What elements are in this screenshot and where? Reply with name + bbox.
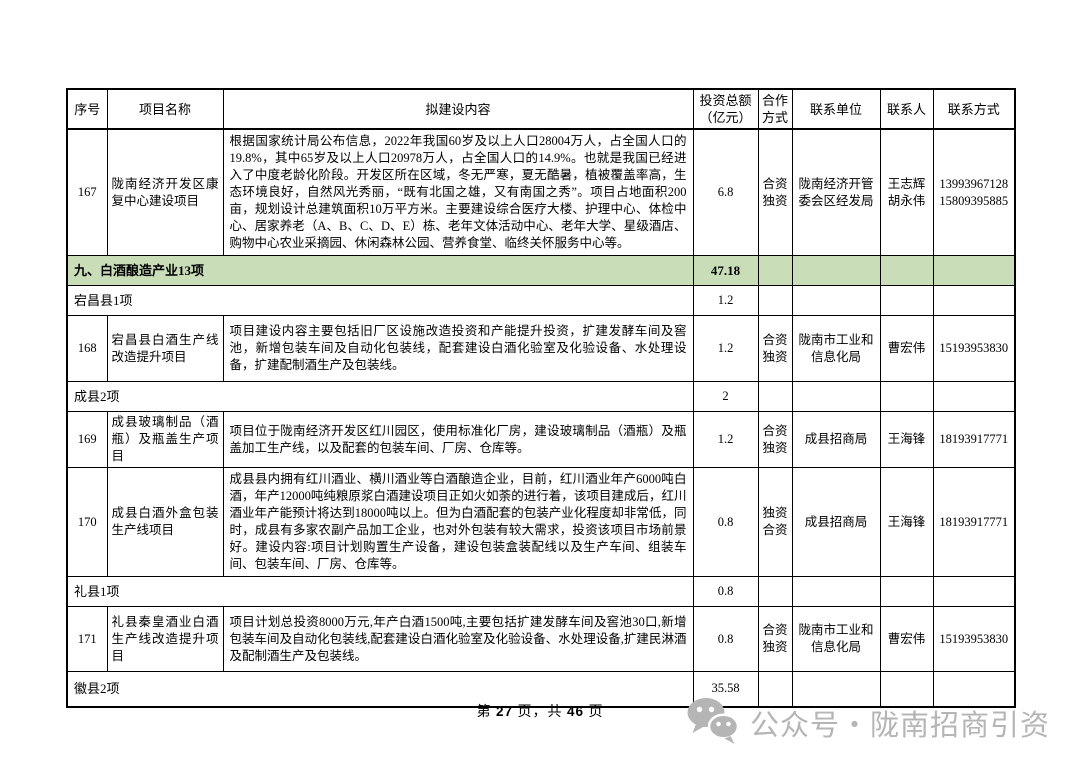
cell-content: 项目建设内容主要包括旧厂区设施改造投资和产能提升投资，扩建发酵车间及窖池，新增包… <box>222 315 694 382</box>
cell-unit: 成县招商局 <box>791 467 881 577</box>
page-number-info: 第 27 页，共 46 页 <box>0 701 1080 721</box>
cell-phone <box>932 576 1016 607</box>
cell-unit: 陇南市工业和信息化局 <box>791 315 881 382</box>
header-cell-no: 序号 <box>66 88 108 130</box>
cell-content: 项目位于陇南经济开发区红川园区，使用标准化厂房，建设玻璃制品（酒瓶）及瓶盖加工生… <box>222 411 694 468</box>
header-cell-name: 项目名称 <box>106 88 224 130</box>
cell-no: 168 <box>66 315 108 382</box>
cell-contact <box>879 255 934 286</box>
subsection-title: 徽县2项 <box>66 671 694 707</box>
cell-project-name: 陇南经济开发区康复中心建设项目 <box>106 128 224 256</box>
cell-coop <box>757 576 793 607</box>
cell-unit: 陇南经济开管委会区经发局 <box>791 128 881 256</box>
total-page-number: 46 <box>567 704 585 719</box>
cell-project-name: 成县玻璃制品（酒瓶）及瓶盖生产项目 <box>106 411 224 468</box>
subsection-row-lixian: 礼县1项 0.8 <box>66 576 1016 607</box>
page-info-middle: 页，共 <box>517 705 563 720</box>
cell-investment: 47.18 <box>692 255 759 286</box>
cell-phone: 13993967128 15809395885 <box>932 128 1016 256</box>
cell-coop <box>757 285 793 316</box>
cell-coop: 独资 合资 <box>757 467 793 577</box>
project-row-171: 171 礼县秦皇酒业白酒生产线改造提升项目 项目计划总投资8000万元,年产白酒… <box>66 606 1016 672</box>
cell-phone: 15193953830 <box>932 606 1016 672</box>
table-header-row: 序号 项目名称 拟建设内容 投资总额（亿元） 合作方式 联系单位 联系人 联系方… <box>66 88 1016 130</box>
cell-contact: 王志辉 胡永伟 <box>879 128 934 256</box>
header-cell-contact: 联系人 <box>879 88 934 130</box>
cell-investment: 1.2 <box>692 315 759 382</box>
header-cell-investment: 投资总额（亿元） <box>692 88 759 130</box>
cell-no: 169 <box>66 411 108 468</box>
cell-contact: 王海锋 <box>879 467 934 577</box>
projects-table: 序号 项目名称 拟建设内容 投资总额（亿元） 合作方式 联系单位 联系人 联系方… <box>66 88 1016 708</box>
cell-coop: 合资 独资 <box>757 128 793 256</box>
watermark: 公众号・陇南招商引资 <box>686 694 1066 752</box>
project-row-168: 168 宕昌县白酒生产线改造提升项目 项目建设内容主要包括旧厂区设施改造投资和产… <box>66 315 1016 382</box>
cell-contact <box>879 381 934 412</box>
cell-contact: 曹宏伟 <box>879 315 934 382</box>
cell-phone: 15193953830 <box>932 315 1016 382</box>
cell-unit <box>791 576 881 607</box>
page-info-suffix: 页 <box>588 705 604 720</box>
cell-phone: 18193917771 <box>932 467 1016 577</box>
cell-no: 170 <box>66 467 108 577</box>
cell-investment: 6.8 <box>692 128 759 256</box>
cell-coop: 合资 独资 <box>757 606 793 672</box>
cell-coop: 合资 独资 <box>757 315 793 382</box>
cell-unit: 陇南市工业和信息化局 <box>791 606 881 672</box>
cell-investment: 0.8 <box>692 606 759 672</box>
cell-content: 根据国家统计局公布信息，2022年我国60岁及以上人口28004万人，占全国人口… <box>222 128 694 256</box>
cell-investment: 1.2 <box>692 411 759 468</box>
cell-contact <box>879 576 934 607</box>
cell-phone <box>932 671 1016 707</box>
cell-phone <box>932 285 1016 316</box>
wechat-icon <box>686 696 740 751</box>
cell-content: 项目计划总投资8000万元,年产白酒1500吨,主要包括扩建发酵车间及窖池30口… <box>222 606 694 672</box>
cell-project-name: 礼县秦皇酒业白酒生产线改造提升项目 <box>106 606 224 672</box>
cell-unit <box>791 255 881 286</box>
cell-coop: 合资 独资 <box>757 411 793 468</box>
subsection-row-tanchang: 宕昌县1项 1.2 <box>66 285 1016 316</box>
subsection-title: 成县2项 <box>66 381 694 412</box>
project-row-170: 170 成县白酒外盒包装生产线项目 成县县内拥有红川酒业、横川酒业等白酒酿造企业… <box>66 467 1016 577</box>
cell-investment: 0.8 <box>692 576 759 607</box>
cell-unit <box>791 381 881 412</box>
cell-unit <box>791 671 881 707</box>
cell-investment: 35.58 <box>692 671 759 707</box>
cell-no: 167 <box>66 128 108 256</box>
cell-project-name: 成县白酒外盒包装生产线项目 <box>106 467 224 577</box>
cell-unit: 成县招商局 <box>791 411 881 468</box>
cell-investment: 0.8 <box>692 467 759 577</box>
page-info-prefix: 第 <box>476 705 492 720</box>
project-row-169: 169 成县玻璃制品（酒瓶）及瓶盖生产项目 项目位于陇南经济开发区红川园区，使用… <box>66 411 1016 468</box>
section-row-baijiu: 九、白酒酿造产业13项 47.18 <box>66 255 1016 286</box>
cell-phone <box>932 381 1016 412</box>
cell-no: 171 <box>66 606 108 672</box>
cell-coop <box>757 381 793 412</box>
cell-content: 成县县内拥有红川酒业、横川酒业等白酒酿造企业，目前，红川酒业年产6000吨白酒，… <box>222 467 694 577</box>
cell-investment: 2 <box>692 381 759 412</box>
cell-project-name: 宕昌县白酒生产线改造提升项目 <box>106 315 224 382</box>
cell-contact: 曹宏伟 <box>879 606 934 672</box>
subsection-row-chengxian: 成县2项 2 <box>66 381 1016 412</box>
subsection-title: 宕昌县1项 <box>66 285 694 316</box>
header-cell-content: 拟建设内容 <box>222 88 694 130</box>
current-page-number: 27 <box>495 704 513 719</box>
cell-investment: 1.2 <box>692 285 759 316</box>
cell-phone: 18193917771 <box>932 411 1016 468</box>
cell-contact <box>879 285 934 316</box>
header-cell-phone: 联系方式 <box>932 88 1016 130</box>
subsection-title: 礼县1项 <box>66 576 694 607</box>
cell-contact <box>879 671 934 707</box>
cell-contact: 王海锋 <box>879 411 934 468</box>
section-title: 九、白酒酿造产业13项 <box>66 255 694 286</box>
header-cell-unit: 联系单位 <box>791 88 881 130</box>
cell-unit <box>791 285 881 316</box>
header-cell-coop: 合作方式 <box>757 88 793 130</box>
subsection-row-huixian: 徽县2项 35.58 <box>66 671 1016 707</box>
cell-phone <box>932 255 1016 286</box>
project-row-167: 167 陇南经济开发区康复中心建设项目 根据国家统计局公布信息，2022年我国6… <box>66 128 1016 256</box>
watermark-label: 公众号・陇南招商引资 <box>750 710 1051 742</box>
cell-coop <box>757 255 793 286</box>
